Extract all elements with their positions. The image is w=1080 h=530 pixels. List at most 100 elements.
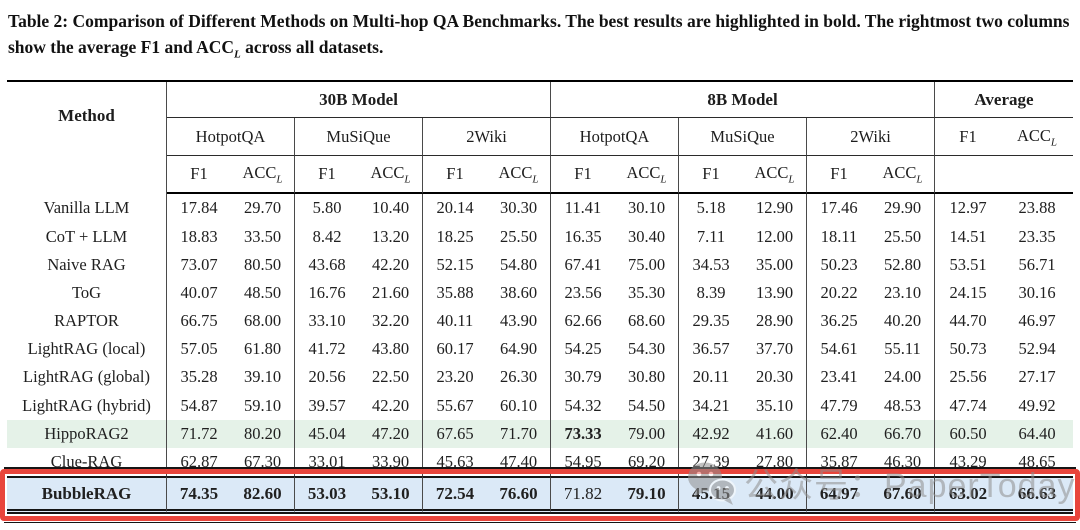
value-cell: 44.70 (949, 311, 987, 331)
col-header-acc: ACCL (487, 156, 551, 195)
col-header-acc: ACCL (743, 156, 807, 195)
value-cell: 56.71 (1018, 254, 1056, 274)
value-cell: 47.74 (949, 395, 987, 415)
value-cell: 20.11 (692, 367, 730, 387)
value-cell: 35.87 (820, 452, 858, 472)
header-row-metrics: F1 ACCL F1 ACCL F1 ACCL F1 ACCL F1 ACCL … (7, 156, 1073, 195)
value-cell: 55.67 (436, 395, 474, 415)
value-cell: 18.25 (436, 226, 474, 246)
col-header-average: Average (935, 82, 1073, 119)
value-cell: 76.60 (487, 476, 551, 515)
value-cell: 54.50 (615, 391, 679, 420)
value-cell: 71.70 (487, 419, 551, 448)
value-cell: 25.50 (487, 222, 551, 251)
value-cell: 21.60 (359, 278, 423, 307)
col-header-average-empty (1001, 156, 1073, 195)
value-cell: 48.65 (1018, 452, 1056, 472)
value-cell: 7.11 (696, 226, 726, 246)
value-cell: 54.32 (564, 395, 602, 415)
method-cell: HippoRAG2 (7, 419, 167, 448)
value-cell: 48.50 (231, 278, 295, 307)
value-cell: 74.35 (167, 476, 231, 515)
value-cell: 52.15 (436, 254, 474, 274)
value-cell: 30.79 (564, 367, 602, 387)
value-cell: 35.88 (436, 282, 474, 302)
value-cell: 24.15 (949, 282, 987, 302)
method-cell: RAPTOR (7, 307, 167, 336)
value-cell: 64.97 (807, 476, 871, 515)
hipporag2-row: HippoRAG2 71.72 80.20 45.04 47.20 67.65 71.70 7… (7, 419, 1073, 448)
value-cell: 41.72 (308, 339, 346, 359)
value-cell: 44.00 (743, 476, 807, 515)
header-row-groups: Method 30B Model 8B Model Average (7, 82, 1073, 195)
value-cell: 47.20 (359, 419, 423, 448)
value-cell: 46.30 (871, 447, 935, 477)
value-cell: 23.56 (564, 282, 602, 302)
value-cell: 64.90 (487, 335, 551, 364)
value-cell: 18.83 (180, 226, 218, 246)
value-cell: 29.90 (871, 194, 935, 223)
value-cell: 30.10 (615, 194, 679, 223)
value-cell: 62.87 (180, 452, 218, 472)
value-cell: 79.00 (615, 419, 679, 448)
col-header-acc: ACCL (359, 156, 423, 195)
value-cell: 33.90 (359, 447, 423, 477)
value-cell: 66.70 (871, 419, 935, 448)
value-cell: 75.00 (615, 250, 679, 279)
value-cell: 54.30 (615, 335, 679, 364)
value-cell: 48.53 (871, 391, 935, 420)
method-cell: Naive RAG (7, 250, 167, 279)
value-cell: 67.30 (231, 447, 295, 477)
value-cell: 39.10 (231, 363, 295, 392)
value-cell: 26.30 (487, 363, 551, 392)
value-cell: 42.92 (679, 419, 743, 448)
value-cell: 27.80 (743, 447, 807, 477)
cot-llm-row: CoT + LLM 18.83 33.50 8.42 13.20 18.25 25.50 16… (7, 222, 1073, 251)
method-cell: LightRAG (global) (7, 363, 167, 392)
value-cell: 59.10 (231, 391, 295, 420)
value-cell: 53.51 (949, 254, 987, 274)
value-cell: 71.72 (167, 419, 231, 448)
col-header-f1: F1 (423, 156, 487, 195)
value-cell: 43.90 (487, 307, 551, 336)
value-cell: 29.70 (231, 194, 295, 223)
value-cell: 23.10 (871, 278, 935, 307)
col-header-f1: F1 (295, 156, 359, 195)
value-cell: 16.35 (564, 226, 602, 246)
value-cell: 39.57 (308, 395, 346, 415)
value-cell: 47.79 (820, 395, 858, 415)
col-header-acc: ACCL (615, 156, 679, 195)
value-cell: 38.60 (487, 278, 551, 307)
col-header-musique-8b: MuSiQue (679, 118, 807, 157)
tog-row: ToG 40.07 48.50 16.76 21.60 35.88 38.60 23.56 35… (7, 278, 1073, 307)
col-header-2wiki-30b: 2Wiki (423, 118, 551, 157)
value-cell: 52.80 (871, 250, 935, 279)
value-cell: 41.60 (743, 419, 807, 448)
value-cell: 66.63 (1001, 476, 1073, 515)
value-cell: 49.92 (1018, 395, 1056, 415)
col-header-8b-model: 8B Model (551, 82, 935, 119)
value-cell: 30.40 (615, 222, 679, 251)
value-cell: 20.22 (820, 282, 858, 302)
value-cell: 72.54 (423, 476, 487, 515)
value-cell: 24.00 (871, 363, 935, 392)
value-cell: 29.35 (692, 311, 730, 331)
col-header-average-acc: ACCL (1001, 118, 1073, 157)
value-cell: 69.20 (615, 447, 679, 477)
value-cell: 60.10 (487, 391, 551, 420)
col-header-hotpotqa-8b: HotpotQA (551, 118, 679, 157)
col-header-30b-model: 30B Model (167, 82, 551, 119)
col-header-average-empty (935, 156, 1001, 195)
bottomrule-below-highlight (4, 521, 1076, 524)
value-cell: 33.10 (308, 311, 346, 331)
lightrag-local-row: LightRAG (local) 57.05 61.80 41.72 43.80 60.1… (7, 335, 1073, 364)
value-cell: 40.07 (180, 282, 218, 302)
value-cell: 60.50 (935, 419, 1001, 448)
value-cell: 71.82 (551, 476, 615, 515)
value-cell: 40.11 (436, 311, 474, 331)
caption-text: Table 2: Comparison of Different Methods… (8, 11, 1070, 58)
col-header-acc: ACCL (871, 156, 935, 195)
lightrag-global-row: LightRAG (global) 35.28 39.10 20.56 22.50 23.… (7, 363, 1073, 392)
col-header-f1: F1 (551, 156, 615, 195)
col-header-musique-30b: MuSiQue (295, 118, 423, 157)
